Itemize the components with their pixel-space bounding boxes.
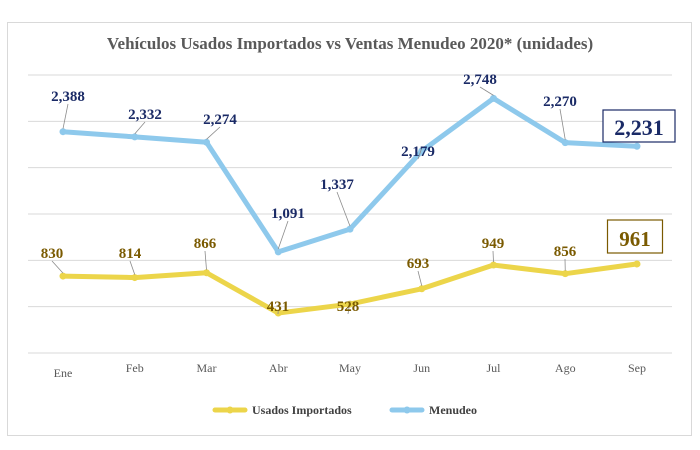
leader-line [417, 270, 423, 286]
data-label: 1,091 [271, 206, 305, 222]
x-tick-label: Feb [126, 361, 144, 375]
legend-label: Usados Importados [252, 403, 352, 417]
x-tick-label: Ene [54, 366, 73, 380]
leader-line [277, 220, 289, 250]
data-point [346, 300, 354, 308]
data-label: 2,748 [463, 72, 497, 88]
data-label: 2,179 [401, 144, 435, 160]
data-label: 856 [554, 244, 577, 260]
leader-line [129, 260, 136, 275]
data-point [203, 269, 210, 277]
leader-line [62, 103, 69, 129]
highlight-box [606, 219, 664, 254]
leader-line [336, 191, 351, 227]
legend-marker [226, 406, 234, 414]
x-tick-label: Jun [413, 361, 430, 375]
data-label: 2,270 [543, 94, 577, 110]
data-label: 866 [194, 236, 217, 252]
chart-title: Vehículos Usados Importados vs Ventas Me… [107, 34, 593, 53]
data-label: 830 [41, 246, 64, 262]
leader-line [134, 121, 146, 135]
data-label: 949 [482, 236, 505, 252]
data-label: 528 [337, 299, 360, 315]
data-point [59, 272, 67, 280]
data-point [633, 260, 641, 268]
data-point [131, 133, 139, 141]
data-point [561, 270, 569, 278]
data-label: 2,231 [614, 115, 664, 140]
x-tick-label: Mar [197, 361, 217, 375]
highlight-box [602, 109, 676, 143]
legend-marker [403, 406, 411, 414]
data-point [131, 274, 139, 282]
data-label: 1,337 [320, 177, 354, 193]
leader-line [417, 147, 423, 160]
leader-line [479, 86, 494, 96]
chart-frame [7, 22, 692, 436]
leader-line [204, 250, 207, 270]
data-label: 431 [267, 299, 290, 315]
data-point [346, 225, 354, 233]
data-label: 693 [407, 256, 430, 272]
x-tick-label: May [339, 361, 361, 375]
data-point [418, 285, 426, 293]
data-point [490, 261, 497, 269]
leader-line [206, 126, 221, 140]
data-label: 2,388 [51, 89, 85, 105]
legend-item: Menudeo [389, 403, 477, 417]
data-point [633, 142, 641, 150]
data-point [203, 138, 210, 146]
x-tick-label: Ago [555, 361, 576, 375]
x-tick-label: Jul [486, 361, 501, 375]
leader-line [347, 301, 351, 315]
x-tick-label: Sep [628, 361, 646, 375]
data-label: 2,274 [203, 112, 237, 128]
data-label: 2,332 [128, 107, 162, 123]
leader-line [51, 260, 64, 274]
x-tick-label: Abr [269, 361, 288, 375]
legend-item: Usados Importados [212, 403, 352, 417]
leader-line [492, 250, 494, 263]
data-point [274, 248, 282, 256]
data-point [561, 139, 569, 147]
data-label: 961 [619, 227, 651, 251]
data-point [59, 128, 67, 136]
data-point [490, 94, 497, 102]
leader-line [559, 108, 566, 140]
legend-label: Menudeo [429, 403, 477, 417]
data-label: 814 [119, 246, 142, 262]
